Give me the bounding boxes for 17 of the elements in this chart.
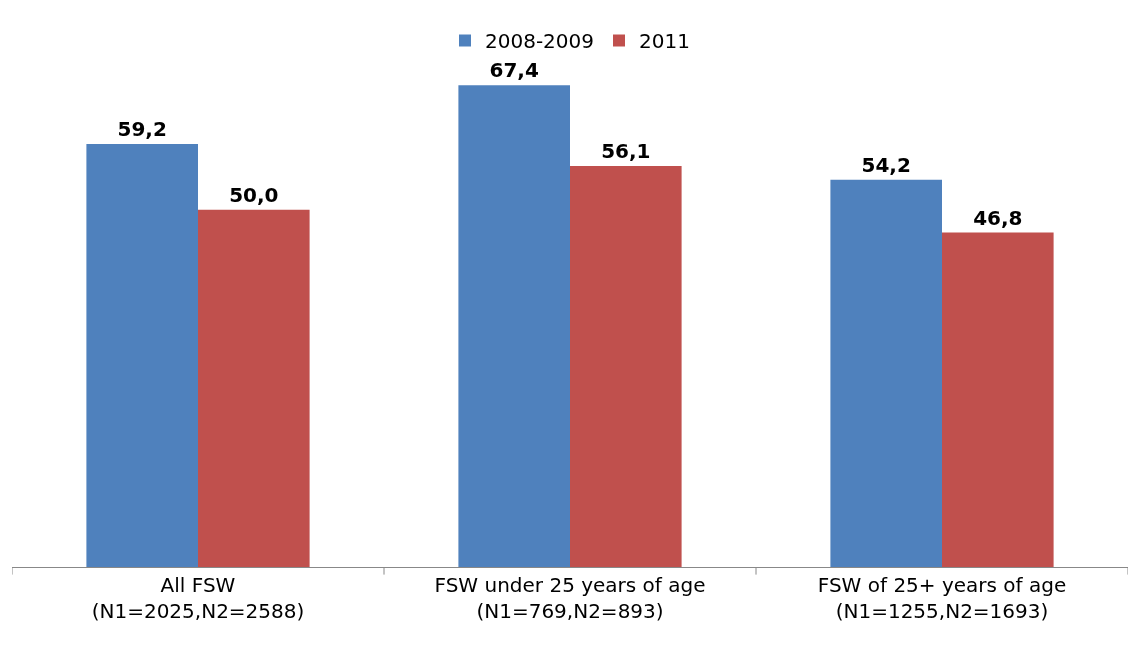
bar [86, 143, 198, 567]
bar [942, 232, 1054, 567]
legend-label: 2011 [639, 29, 690, 54]
bar [570, 166, 682, 567]
bar [198, 209, 310, 567]
x-tick-label: FSW of 25+ years of age (N1=1255,N2=1693) [817, 573, 1067, 623]
data-label: 54,2 [861, 152, 911, 177]
bar [458, 85, 570, 567]
x-tick-label: FSW under 25 years of age (N1=769,N2=893) [434, 573, 706, 623]
data-label: 67,4 [489, 58, 539, 83]
legend-label: 2008-2009 [485, 29, 595, 54]
data-label: 56,1 [601, 139, 651, 164]
data-label: 50,0 [229, 182, 279, 207]
x-tick-label: All FSW (N1=2025,N2=2588) [91, 573, 305, 623]
data-label: 59,2 [117, 116, 167, 141]
bar [830, 179, 942, 567]
data-label: 46,8 [973, 205, 1023, 230]
